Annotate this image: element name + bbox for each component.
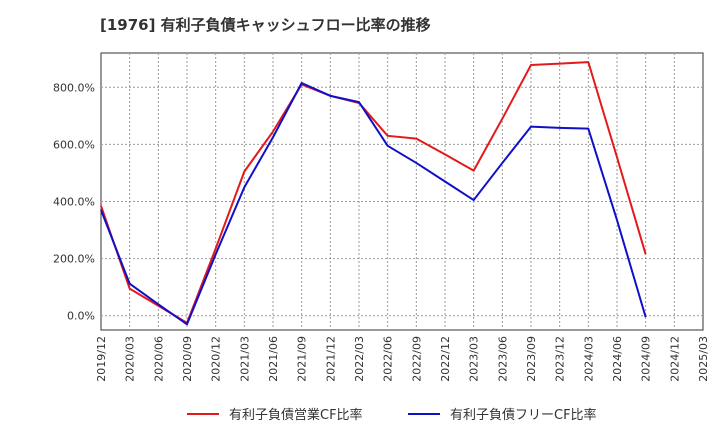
legend-label-2: 有利子負債フリーCF比率 bbox=[450, 407, 597, 423]
x-tick-label: 2022/06 bbox=[382, 336, 395, 382]
legend-label-1: 有利子負債営業CF比率 bbox=[229, 407, 363, 423]
x-tick-label: 2023/06 bbox=[496, 336, 509, 382]
x-tick-label: 2022/03 bbox=[353, 336, 366, 382]
x-tick-label: 2023/12 bbox=[554, 336, 567, 382]
grid-lines bbox=[101, 53, 703, 330]
legend: 有利子負債営業CF比率 有利子負債フリーCF比率 bbox=[187, 407, 597, 423]
x-tick-label: 2022/09 bbox=[410, 336, 423, 382]
x-axis-ticks: 2019/12 2020/03 2020/06 2020/09 2020/12 2021/… bbox=[95, 336, 710, 382]
y-tick-label: 0.0% bbox=[67, 310, 95, 323]
x-tick-label: 2024/06 bbox=[611, 336, 624, 382]
x-tick-label: 2020/12 bbox=[210, 336, 223, 382]
series-line-2 bbox=[100, 81, 647, 326]
x-tick-label: 2021/06 bbox=[267, 336, 280, 382]
x-tick-label: 2023/03 bbox=[468, 336, 481, 382]
x-tick-label: 2024/03 bbox=[582, 336, 595, 382]
x-tick-label: 2023/09 bbox=[525, 336, 538, 382]
x-tick-label: 2025/03 bbox=[697, 336, 710, 382]
x-tick-label: 2019/12 bbox=[95, 336, 108, 382]
y-tick-label: 200.0% bbox=[53, 253, 95, 266]
series-lines bbox=[100, 61, 647, 326]
x-tick-label: 2020/03 bbox=[124, 336, 137, 382]
chart-title: [1976] 有利子負債キャッシュフロー比率の推移 bbox=[100, 16, 431, 34]
x-tick-label: 2021/09 bbox=[296, 336, 309, 382]
x-tick-label: 2024/12 bbox=[668, 336, 681, 382]
x-tick-label: 2021/03 bbox=[238, 336, 251, 382]
y-tick-label: 600.0% bbox=[53, 138, 95, 151]
y-tick-label: 400.0% bbox=[53, 195, 95, 208]
x-tick-label: 2024/09 bbox=[640, 336, 653, 382]
y-tick-label: 800.0% bbox=[53, 81, 95, 94]
x-tick-label: 2020/06 bbox=[152, 336, 165, 382]
plot-area bbox=[100, 52, 704, 331]
y-axis-ticks: 0.0% 200.0% 400.0% 600.0% 800.0% bbox=[53, 81, 95, 322]
x-tick-label: 2021/12 bbox=[324, 336, 337, 382]
x-tick-label: 2022/12 bbox=[439, 336, 452, 382]
x-tick-label: 2020/09 bbox=[181, 336, 194, 382]
